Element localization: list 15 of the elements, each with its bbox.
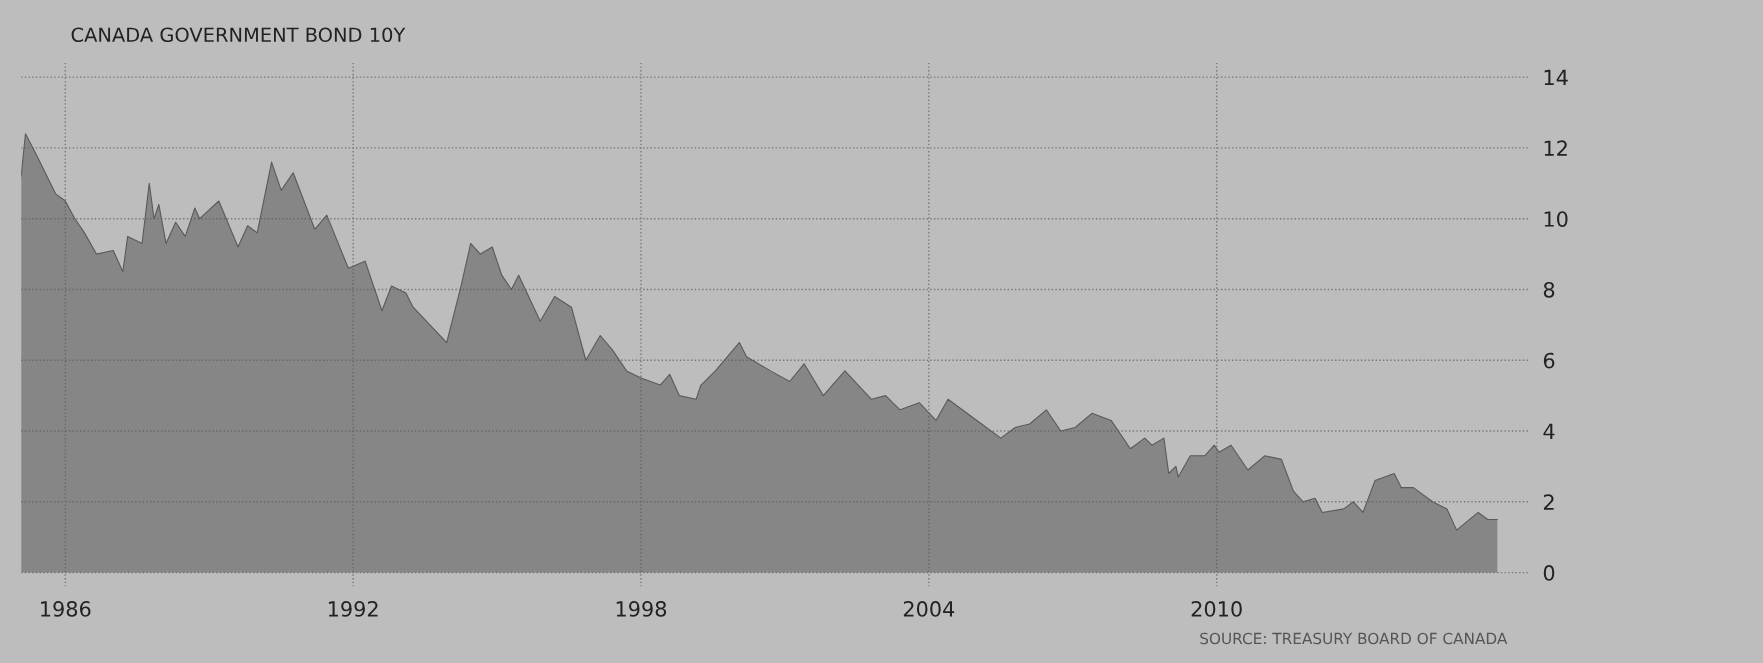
y-tick-label: 6 bbox=[1543, 352, 1555, 369]
x-tick-label: 2010 bbox=[1191, 601, 1242, 617]
y-tick-label: 8 bbox=[1543, 281, 1555, 298]
chart-title: CANADA GOVERNMENT BOND 10Y bbox=[71, 27, 406, 43]
x-tick-label: 1998 bbox=[616, 601, 667, 617]
y-tick-label: 12 bbox=[1544, 140, 1567, 156]
y-tick-label: 14 bbox=[1544, 69, 1568, 86]
x-tick-label: 2004 bbox=[903, 601, 955, 617]
y-tick-label: 0 bbox=[1543, 565, 1555, 581]
source-note: SOURCE: TREASURY BOARD OF CANADA bbox=[1200, 632, 1508, 645]
x-tick-label: 1986 bbox=[41, 601, 91, 617]
y-tick-label: 2 bbox=[1543, 494, 1554, 510]
y-tick-label: 10 bbox=[1544, 211, 1568, 227]
x-tick-label: 1992 bbox=[328, 601, 378, 617]
y-tick-label: 4 bbox=[1543, 423, 1555, 439]
